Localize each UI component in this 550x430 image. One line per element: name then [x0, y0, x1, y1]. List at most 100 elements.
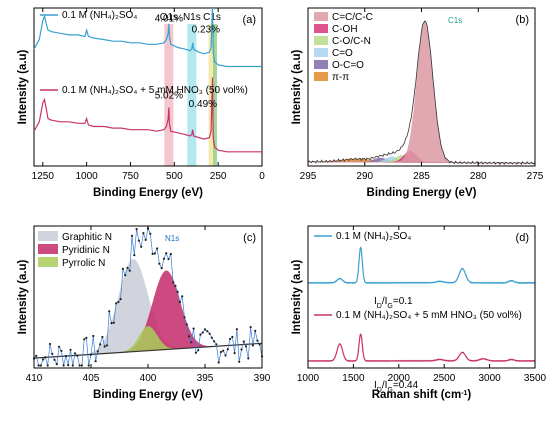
data-point	[48, 342, 52, 346]
data-point	[203, 328, 207, 331]
data-point	[256, 339, 259, 342]
data-point	[217, 361, 220, 364]
percent-annotation: 5.02%	[155, 90, 183, 101]
spectrum-title: C1s	[448, 16, 462, 25]
data-point	[99, 343, 102, 346]
intensity-ratio: ID/IG=0.44	[374, 380, 419, 394]
legend-swatch	[38, 244, 58, 254]
data-point	[108, 310, 111, 313]
panel-d-x-tick-label: 3000	[478, 373, 501, 384]
intensity-ratio: ID/IG=0.1	[374, 296, 413, 310]
data-point	[115, 302, 118, 305]
panel-a-frame	[33, 7, 263, 167]
component-peak	[34, 259, 262, 359]
data-point	[142, 232, 145, 235]
data-point	[210, 336, 213, 339]
data-point	[240, 348, 243, 351]
panel-a-x-tick-label: 1250	[32, 171, 55, 182]
data-point	[42, 358, 45, 361]
legend-label: π-π	[332, 72, 349, 83]
data-point	[251, 344, 254, 347]
data-point	[67, 364, 70, 367]
panel-b-x-tick-label: 285	[413, 171, 430, 182]
data-point	[153, 252, 156, 255]
data-point	[135, 228, 138, 231]
data-point	[117, 300, 120, 304]
panel-a-x-tick-label: 250	[210, 171, 227, 182]
panel-c-x-tick-label: 410	[26, 373, 43, 384]
panel-c-ylabel: Intensity (a.u)	[17, 259, 29, 334]
component-peak	[34, 326, 262, 359]
data-point	[208, 332, 211, 335]
panel-d-frame	[307, 225, 536, 369]
legend-swatch	[314, 60, 328, 69]
panel-b-xlabel: Binding Energy (eV)	[367, 187, 477, 199]
panel-a-x-tick-label: 750	[122, 171, 139, 182]
panel-b-x-tick-label: 275	[527, 171, 544, 182]
data-point	[183, 316, 186, 319]
percent-annotation: 0.23%	[192, 25, 220, 36]
legend-swatch	[314, 24, 328, 33]
data-point	[76, 354, 79, 357]
data-point	[176, 290, 179, 293]
data-point	[92, 334, 95, 338]
data-point	[190, 341, 193, 344]
legend-swatch	[314, 48, 328, 57]
band-o1s	[164, 24, 174, 166]
panel-a-x-tick-label: 0	[259, 171, 265, 182]
data-point	[121, 267, 124, 270]
panel-c-x-tick-label: 395	[197, 373, 214, 384]
panel-c-x-tick-label: 405	[83, 373, 100, 384]
data-point	[206, 330, 209, 333]
panel-a-x-tick-label: 500	[166, 171, 183, 182]
data-point	[229, 337, 232, 341]
data-point	[69, 348, 72, 351]
panel-b-ylabel: Intensity (a.u)	[291, 49, 303, 124]
data-point	[181, 295, 184, 298]
data-point	[62, 364, 65, 367]
data-point	[258, 343, 261, 346]
data-point	[233, 352, 236, 355]
data-point	[249, 326, 252, 329]
data-point	[37, 364, 40, 367]
data-point	[119, 298, 122, 301]
data-point	[35, 354, 38, 357]
data-point	[149, 232, 152, 235]
panel-b: 295 290 285 280 275 C1s C=C/C-CC-OHC-O/C-NC=OO…	[291, 7, 544, 199]
percent-annotation: 4.01%	[155, 14, 183, 25]
data-point	[235, 328, 238, 331]
data-point	[85, 336, 88, 339]
panel-d: 1000 1500 2000 2500 3000 3500 0.1 M (NH₄)₂SO₄ 0…	[291, 225, 547, 401]
legend-label: Graphitic N	[62, 232, 112, 243]
data-point	[78, 364, 81, 367]
data-point	[112, 321, 115, 324]
data-point	[105, 344, 109, 347]
legend-label: C=C/C-C	[332, 12, 373, 23]
component-peak	[307, 20, 535, 164]
data-point	[185, 323, 188, 326]
panel-d-x-tick-label: 3500	[524, 373, 547, 384]
panel-c: 410 405 400 395 390 N1s Graphitic N Pyridinic N…	[17, 225, 271, 401]
data-point	[87, 364, 90, 367]
data-point	[71, 364, 74, 367]
legend-label: C=O	[332, 48, 353, 59]
legend-swatch	[314, 72, 328, 81]
data-point	[224, 354, 227, 357]
panel-d-x-tick-label: 1000	[297, 373, 320, 384]
band-n1s	[187, 24, 197, 166]
legend-label: Pyrrolic N	[62, 258, 105, 269]
data-point	[53, 358, 56, 361]
panel-a-x-tick-label: 1000	[75, 171, 98, 182]
band-label: N1s	[183, 12, 201, 23]
data-point	[130, 234, 134, 237]
legend-label: C-O/C-N	[332, 36, 371, 47]
data-point	[197, 349, 200, 352]
data-point	[110, 322, 113, 325]
panel-c-x-tick-label: 400	[140, 373, 157, 384]
data-point	[128, 269, 131, 272]
data-point	[178, 301, 181, 304]
data-point	[55, 363, 58, 366]
data-point	[140, 245, 143, 248]
data-point	[244, 345, 248, 348]
data-point	[194, 351, 197, 354]
